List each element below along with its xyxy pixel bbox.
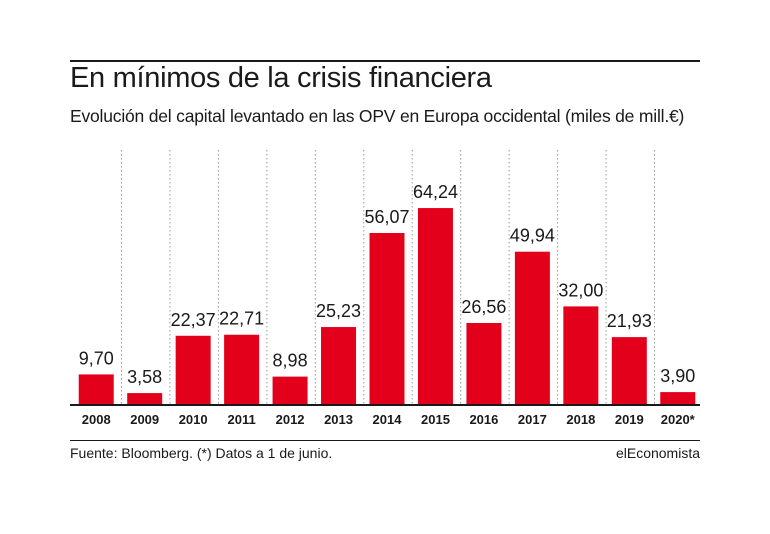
value-label: 49,94	[510, 226, 555, 246]
value-label: 25,23	[316, 301, 361, 321]
source-note: Fuente: Bloomberg. (*) Datos a 1 de juni…	[70, 445, 333, 461]
bar	[611, 337, 647, 404]
bar	[660, 392, 696, 404]
category-label: 2008	[82, 412, 111, 427]
bar	[78, 374, 114, 404]
top-rule	[70, 60, 700, 62]
bar	[369, 232, 405, 404]
brand-logo-text: elEconomista	[615, 445, 700, 461]
chart-subtitle: Evolución del capital levantado en las O…	[70, 106, 685, 126]
value-label: 22,37	[171, 310, 216, 330]
value-label: 64,24	[413, 182, 458, 202]
value-label: 56,07	[364, 207, 409, 227]
category-label: 2010	[179, 412, 208, 427]
category-label: 2019	[615, 412, 644, 427]
bar	[224, 334, 260, 404]
category-label: 2012	[276, 412, 305, 427]
category-label: 2013	[324, 412, 353, 427]
bottom-rule	[70, 440, 700, 441]
value-label: 21,93	[607, 311, 652, 331]
value-label: 3,58	[127, 367, 162, 387]
value-label: 22,71	[219, 309, 264, 329]
category-label: 2014	[373, 412, 403, 427]
category-label: 2015	[421, 412, 450, 427]
value-label: 32,00	[558, 280, 603, 300]
value-label: 3,90	[660, 366, 695, 386]
bar	[466, 322, 502, 404]
value-label: 9,70	[79, 348, 114, 368]
bar	[272, 376, 308, 404]
category-label: 2020*	[661, 412, 696, 427]
bar	[321, 327, 357, 404]
bar	[563, 306, 599, 404]
category-label: 2017	[518, 412, 547, 427]
bar	[514, 251, 550, 404]
category-label: 2011	[228, 412, 256, 427]
value-label: 8,98	[273, 351, 308, 371]
bar	[175, 335, 211, 404]
chart-title: En mínimos de la crisis financiera	[70, 62, 492, 94]
category-label: 2009	[130, 412, 159, 427]
bar	[127, 393, 163, 404]
bar	[417, 208, 453, 404]
value-label: 26,56	[461, 297, 506, 317]
category-label: 2018	[566, 412, 595, 427]
category-label: 2016	[469, 412, 498, 427]
